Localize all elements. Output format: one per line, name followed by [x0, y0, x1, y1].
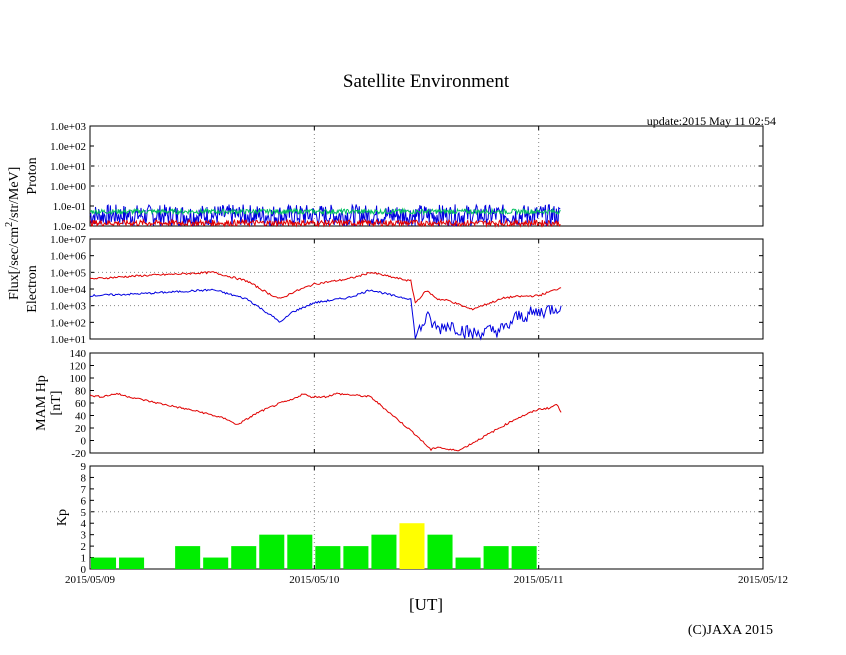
- y-tick-label: 1.0e+03: [50, 121, 86, 133]
- y-tick-label: 1.0e+02: [50, 141, 86, 153]
- panel-proton: 1.0e-02 1.0e-01 1.0e+00 1.0e+01 1.0e+02 1.0e+…: [25, 121, 764, 233]
- series-electron-0: [89, 271, 562, 311]
- kp-bar: [287, 534, 313, 569]
- y-tick-label: 0: [81, 436, 87, 448]
- y-tick-label: 3: [81, 530, 87, 542]
- y-tick-label: 20: [75, 423, 87, 435]
- y-tick-label: 1: [81, 553, 87, 565]
- y-tick-label: 60: [75, 398, 87, 410]
- x-tick-label: 2015/05/12: [738, 574, 788, 586]
- kp-bar: [399, 523, 425, 569]
- y-tick-label: 2: [81, 541, 87, 553]
- panels: 1.0e-021.0e-011.0e+001.0e+011.0e+021.0e+…: [25, 121, 788, 586]
- panel-frame: [89, 125, 764, 227]
- kp-bar: [343, 546, 369, 569]
- y-tick-label: 7: [81, 484, 87, 496]
- y-axis-label: Kp: [55, 509, 70, 526]
- update-timestamp: update:2015 May 11 02:54: [647, 114, 776, 128]
- y-tick-label: 140: [70, 348, 87, 360]
- panel-frame: [89, 352, 764, 454]
- y-tick-label: 9: [81, 461, 87, 473]
- y-tick-label: 1.0e+05: [50, 267, 86, 279]
- panel-frame: [89, 238, 764, 340]
- y-axis-label: Electron: [25, 265, 40, 312]
- series-mam-0: [89, 392, 562, 452]
- y-tick-label: 100: [70, 373, 87, 385]
- y-tick-label: 1.0e+01: [50, 161, 86, 173]
- y-tick-label: 8: [81, 472, 87, 484]
- y-tick-label: 1.0e+01: [50, 334, 86, 346]
- y-tick-label: -20: [71, 448, 86, 460]
- kp-bar: [119, 557, 145, 569]
- kp-bar: [455, 557, 481, 569]
- kp-bar: [259, 534, 285, 569]
- x-tick-label: 2015/05/09: [65, 574, 116, 586]
- y-tick-label: 120: [70, 361, 87, 373]
- kp-bar: [315, 546, 341, 569]
- series-electron-1: [89, 288, 562, 341]
- y-tick-label: 6: [81, 495, 87, 507]
- y-tick-label: 1.0e+04: [50, 284, 86, 296]
- y-tick-label: 1.0e+00: [50, 181, 86, 193]
- y-tick-label: 80: [75, 386, 87, 398]
- kp-bar: [427, 534, 453, 569]
- panel-frame: [89, 465, 764, 570]
- y-axis-label: MAM Hp: [34, 375, 49, 431]
- kp-bar: [175, 546, 201, 569]
- series-proton-1: [89, 207, 561, 216]
- kp-bar: [371, 534, 397, 569]
- kp-bar: [483, 546, 509, 569]
- y-tick-label: 1.0e+06: [50, 251, 86, 263]
- y-tick-label: 40: [75, 411, 87, 423]
- x-tick-label: 2015/05/10: [289, 574, 340, 586]
- y-tick-label: 1.0e+03: [50, 301, 86, 313]
- kp-bar: [231, 546, 257, 569]
- series-proton-2: [89, 218, 561, 228]
- y-axis-label-unit: [nT]: [49, 391, 64, 416]
- copyright-text: (C)JAXA 2015: [688, 623, 773, 638]
- y-tick-label: 1.0e-01: [53, 201, 86, 213]
- y-axis-label: Proton: [25, 157, 40, 194]
- panel-electron: 1.0e+01 1.0e+02 1.0e+03 1.0e+04 1.0e+05 1.0e+…: [25, 234, 764, 346]
- chart-title: Satellite Environment: [343, 71, 510, 92]
- flux-unit-label: Flux[/sec/cm2/str/MeV]: [4, 167, 22, 300]
- y-tick-label: 4: [81, 518, 87, 530]
- kp-bar: [511, 546, 537, 569]
- kp-bar: [91, 557, 117, 569]
- y-tick-label: 1.0e-02: [53, 221, 86, 233]
- y-tick-label: 0: [81, 564, 87, 576]
- y-tick-label: 1.0e+02: [50, 317, 86, 329]
- y-tick-label: 5: [81, 507, 87, 519]
- x-axis-label: [UT]: [409, 595, 443, 614]
- kp-bar: [203, 557, 229, 569]
- series-proton-0: [89, 203, 561, 228]
- flux-unit-superscript: 2: [4, 222, 15, 227]
- y-tick-label: 1.0e+07: [50, 234, 86, 246]
- x-tick-label: 2015/05/11: [514, 574, 564, 586]
